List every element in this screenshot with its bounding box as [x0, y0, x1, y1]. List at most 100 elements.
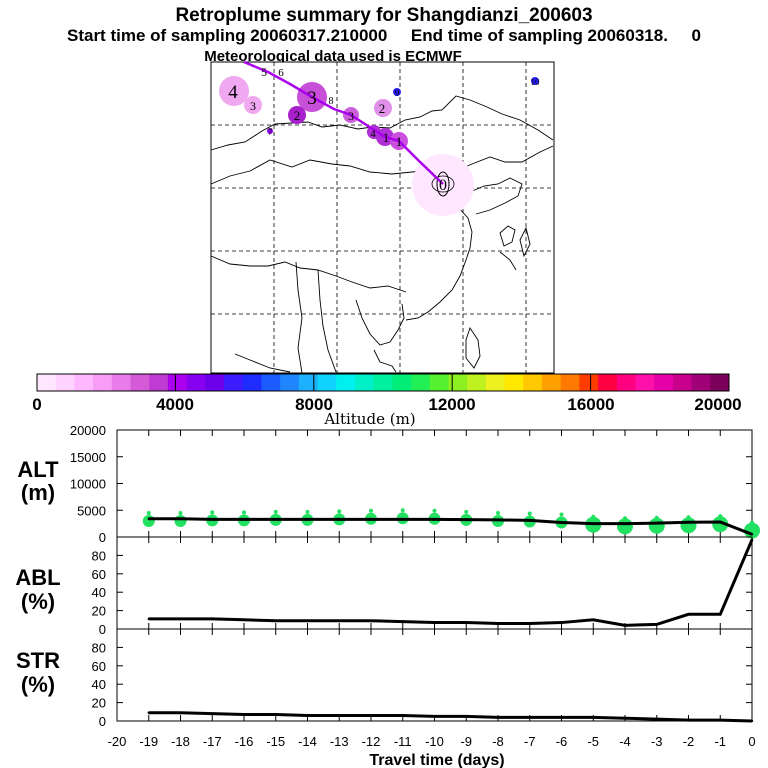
spread-point: [273, 509, 278, 514]
abl-panel: 0 20 40 60 80: [92, 536, 754, 637]
data-point: [211, 617, 214, 621]
data-point: [655, 623, 658, 626]
data-point: [496, 622, 500, 625]
y-tick-label: 80: [92, 548, 106, 563]
spread-point: [648, 517, 665, 534]
data-point: [528, 519, 531, 522]
colorbar-cell: [635, 374, 655, 391]
mean-trajectory-line: [243, 60, 444, 185]
colorbar-tick-label: 20000: [694, 395, 741, 414]
data-point: [592, 716, 595, 719]
panel-label-line1: ABL: [15, 565, 60, 590]
colorbar-cells: [37, 374, 730, 391]
colorbar-cell: [710, 374, 730, 391]
data-point: [750, 533, 754, 536]
series-line: [148, 517, 753, 536]
data-point: [401, 620, 404, 623]
spread-point: [432, 508, 437, 513]
colorbar-tick-label: 16000: [567, 395, 614, 414]
plume-circle: [244, 96, 262, 114]
data-point: [179, 711, 182, 714]
source-marker: [436, 171, 450, 197]
plume-circle: [267, 128, 273, 134]
data-point: [242, 618, 246, 621]
x-tick-label: -17: [203, 734, 222, 749]
data-point: [750, 538, 754, 541]
colorbar-cell: [504, 374, 524, 391]
sampling-times: Start time of sampling 20060317.210000 E…: [67, 26, 701, 45]
colorbar-cell: [55, 374, 75, 391]
trajectory-map: 0 1 1 4 3 2 2 3 4 3 5 6 7 8 9 10: [210, 60, 555, 374]
y-tick-label: 60: [92, 659, 106, 674]
colorbar-cell: [336, 374, 356, 391]
x-tick-label: 0: [748, 734, 755, 749]
spread-point: [337, 509, 342, 514]
spread-point: [686, 515, 691, 520]
colorbar-cell: [205, 374, 225, 391]
data-point: [147, 617, 150, 621]
data-point: [306, 518, 309, 521]
panel-label-line1: ALT: [17, 457, 59, 482]
colorbar-cell: [598, 374, 618, 391]
colorbar-cell: [691, 374, 711, 391]
track-day-label: 10: [531, 77, 541, 87]
colorbar-cell: [317, 374, 337, 391]
track-day-label: 3: [348, 109, 354, 123]
data-point: [369, 619, 373, 622]
met-data-source: Meteorological data used is ECMWF: [204, 48, 462, 65]
track-day-label: 2: [379, 101, 386, 116]
panel-label-line1: STR: [16, 648, 60, 673]
data-point: [465, 518, 468, 521]
data-point: [147, 517, 150, 521]
panel-label-line2: (%): [21, 589, 55, 614]
data-point: [560, 621, 563, 624]
colorbar-tick-labels: 0 4000 8000 12000 16000 20000: [32, 395, 741, 414]
colorbar-cell: [579, 374, 599, 391]
x-tick-label: -15: [266, 734, 285, 749]
track-day-label: 6: [278, 67, 284, 79]
spread-point: [174, 514, 187, 527]
data-point: [623, 522, 627, 525]
altitude-panel: 0 5000 10000 15000 20000: [70, 423, 760, 545]
data-point: [306, 619, 309, 622]
x-tick-label: -5: [587, 734, 599, 749]
spread-point: [178, 510, 183, 515]
data-point: [306, 714, 309, 717]
y-tick-label: 60: [92, 567, 106, 582]
x-tick-label: -16: [235, 734, 254, 749]
x-tick-label: -19: [139, 734, 158, 749]
y-tick-label: 5000: [77, 503, 106, 518]
data-point: [496, 518, 500, 522]
plume-circle: [219, 76, 249, 106]
x-tick-label: -9: [460, 734, 472, 749]
spread-point: [718, 514, 723, 519]
spread-point: [146, 510, 151, 515]
spread-point: [750, 520, 754, 525]
data-point: [687, 613, 690, 616]
colorbar-cell: [130, 374, 150, 391]
altitude-colorbar: 0 4000 8000 12000 16000 20000 Altitude (…: [32, 373, 742, 428]
x-tick-label: -8: [492, 734, 504, 749]
colorbar-cell: [74, 374, 94, 391]
track-day-label: 0: [439, 177, 447, 194]
panel-frame: [116, 628, 753, 722]
spread-point: [305, 509, 310, 514]
x-tick-label: -13: [330, 734, 349, 749]
colorbar-cell: [354, 374, 375, 391]
data-point: [592, 618, 595, 621]
colorbar-cell: [298, 374, 319, 391]
colorbar-tick-label: 12000: [428, 395, 475, 414]
x-tick-label: -18: [171, 734, 190, 749]
y-tick-label: 40: [92, 677, 106, 692]
y-tick-label: 0: [99, 714, 106, 729]
spread-point: [680, 517, 697, 534]
colorbar-cell: [392, 374, 412, 391]
colorbar-cell: [224, 374, 244, 391]
data-point: [274, 713, 277, 716]
data-point: [433, 715, 436, 718]
data-point: [655, 521, 658, 525]
y-tick-label: 20: [92, 696, 106, 711]
colorbar-dividers: [174, 374, 592, 391]
